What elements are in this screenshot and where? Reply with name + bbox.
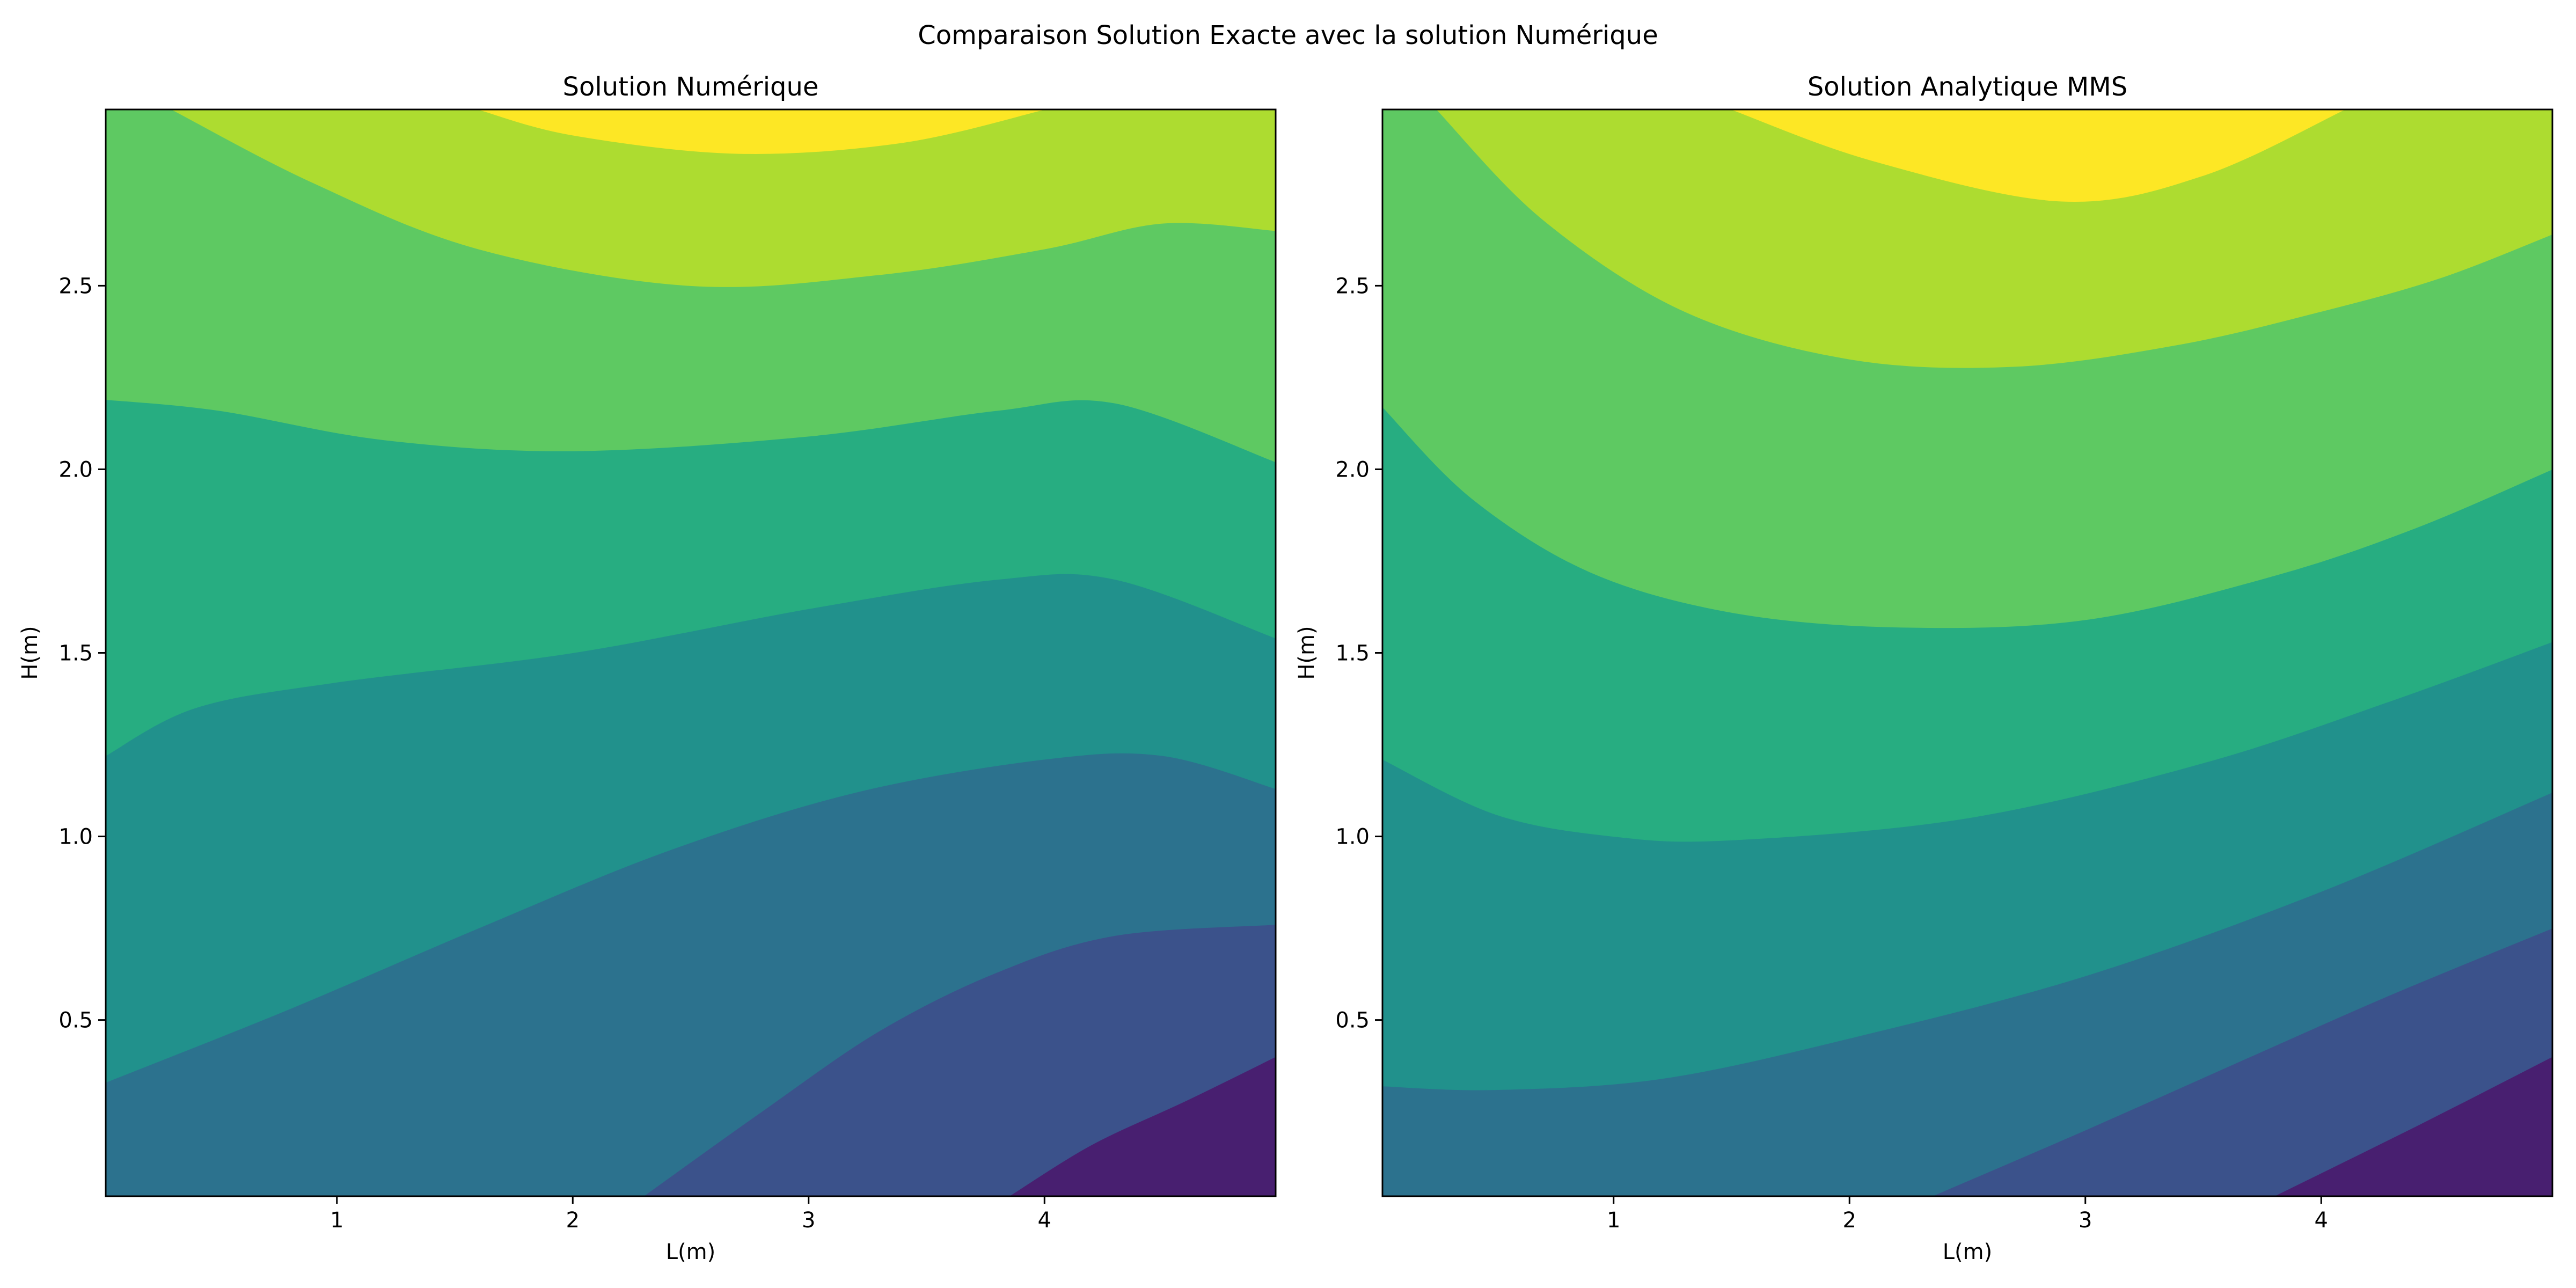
contour-plot-area (1382, 109, 2552, 1196)
contour-plot-area (106, 109, 1276, 1196)
y-tick-label: 1.0 (58, 825, 93, 850)
x-tick-label: 1 (1607, 1208, 1620, 1233)
contour-band-level-6 (106, 109, 1276, 287)
x-tick-label: 2 (1843, 1208, 1856, 1233)
x-tick-label: 2 (566, 1208, 580, 1233)
x-axis-label: L(m) (1943, 1240, 1992, 1264)
panel-solution-numerique: 1 2 3 4 0.5 1.0 1.5 2.0 2.5 Solution Numérique L(m… (18, 72, 1277, 1264)
y-tick-label: 1.0 (1335, 825, 1370, 850)
x-tick-label: 4 (1038, 1208, 1051, 1233)
y-axis-label: H(m) (18, 626, 42, 679)
panel-solution-analytique: 1 2 3 4 0.5 1.0 1.5 2.0 2.5 Solution Analytique M… (1294, 72, 2553, 1264)
panel-title: Solution Analytique MMS (1807, 72, 2127, 102)
y-tick-label: 2.0 (1335, 457, 1370, 482)
y-tick-label: 1.5 (1335, 641, 1370, 666)
x-tick-label: 1 (330, 1208, 343, 1233)
x-tick-label: 3 (2079, 1208, 2092, 1233)
contour-band-level-6 (1382, 109, 2552, 368)
x-axis-label: L(m) (666, 1240, 715, 1264)
y-tick-label: 2.0 (58, 457, 93, 482)
x-tick-label: 4 (2315, 1208, 2328, 1233)
y-tick-label: 0.5 (58, 1008, 93, 1033)
y-tick-label: 2.5 (58, 274, 93, 298)
y-tick-label: 2.5 (1335, 274, 1370, 298)
contour-band-level-7 (1382, 109, 2367, 202)
panel-title: Solution Numérique (563, 72, 819, 102)
contour-band-level-7 (106, 109, 1066, 154)
figure-suptitle: Comparaison Solution Exacte avec la solu… (918, 20, 1658, 50)
y-tick-label: 0.5 (1335, 1008, 1370, 1033)
y-tick-label: 1.5 (58, 641, 93, 666)
y-axis-label: H(m) (1294, 626, 1319, 679)
x-tick-label: 3 (802, 1208, 815, 1233)
